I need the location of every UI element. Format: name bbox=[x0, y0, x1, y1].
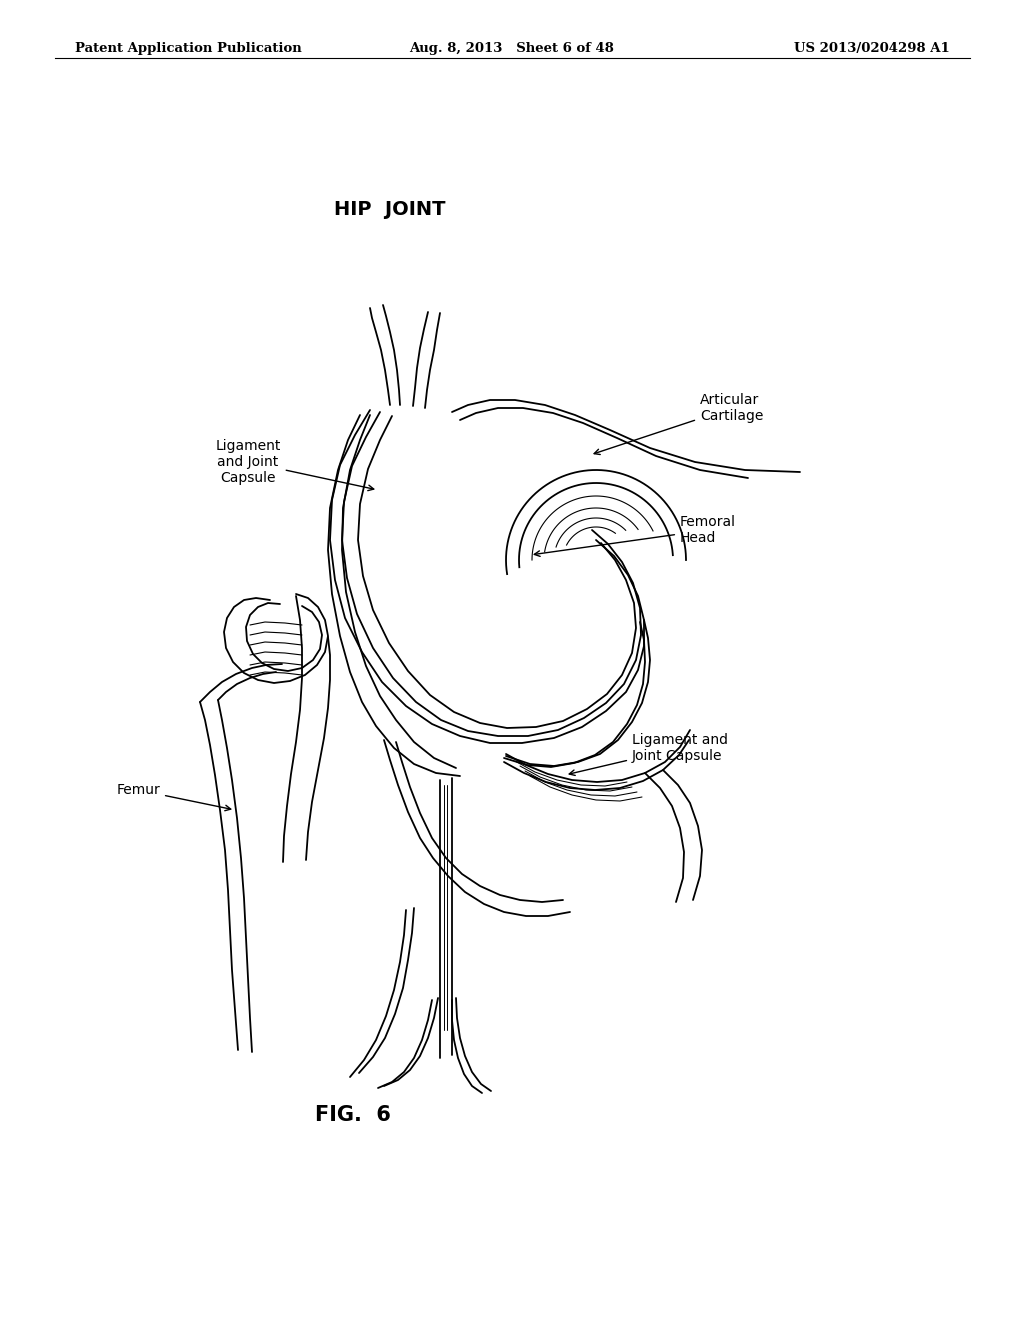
Text: Ligament
and Joint
Capsule: Ligament and Joint Capsule bbox=[215, 438, 374, 491]
Text: Aug. 8, 2013   Sheet 6 of 48: Aug. 8, 2013 Sheet 6 of 48 bbox=[410, 42, 614, 55]
Text: Patent Application Publication: Patent Application Publication bbox=[75, 42, 302, 55]
Text: Ligament and
Joint Capsule: Ligament and Joint Capsule bbox=[569, 733, 728, 775]
Text: Femoral
Head: Femoral Head bbox=[535, 515, 736, 556]
Text: Femur: Femur bbox=[117, 783, 230, 810]
Text: Articular
Cartilage: Articular Cartilage bbox=[594, 393, 763, 454]
Text: HIP  JOINT: HIP JOINT bbox=[334, 201, 445, 219]
Text: US 2013/0204298 A1: US 2013/0204298 A1 bbox=[795, 42, 950, 55]
Text: FIG.  6: FIG. 6 bbox=[315, 1105, 391, 1125]
